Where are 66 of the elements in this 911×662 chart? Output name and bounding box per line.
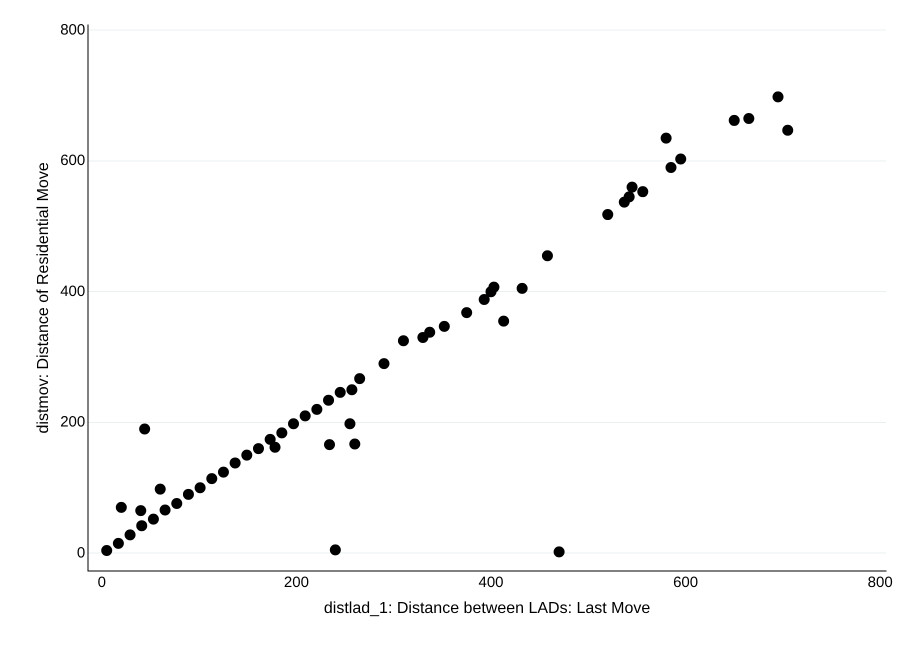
point (136, 520, 148, 532)
point (230, 457, 241, 468)
point (194, 482, 206, 494)
point (218, 466, 229, 478)
point (116, 502, 127, 513)
point (270, 442, 281, 453)
x-tick-label: 800 (868, 574, 893, 591)
point (182, 488, 194, 500)
x-tick-label: 400 (478, 574, 504, 591)
point (542, 250, 553, 262)
point (461, 307, 472, 318)
x-tick-label: 600 (673, 574, 698, 591)
point (148, 514, 159, 525)
y-tick-label: 0 (76, 544, 86, 562)
x-axis-title: distlad_1: Distance between LADs: Last Move (324, 600, 650, 617)
point (354, 373, 366, 384)
point (438, 320, 450, 332)
point (782, 124, 794, 136)
point (498, 316, 510, 327)
point (660, 132, 672, 144)
point (154, 484, 166, 495)
point (728, 114, 740, 126)
point (602, 209, 614, 220)
point (554, 546, 565, 558)
y-axis-title: distmov: Distance of Residential Move (35, 162, 52, 434)
point (160, 504, 171, 516)
point (743, 112, 754, 124)
point (124, 529, 136, 540)
point (478, 294, 490, 306)
point (772, 91, 784, 102)
point (288, 418, 300, 430)
point (252, 443, 264, 454)
point (276, 427, 288, 438)
point (344, 418, 356, 430)
y-tick-label: 200 (60, 414, 86, 431)
point (665, 162, 676, 173)
point (323, 394, 334, 406)
point (626, 182, 638, 193)
x-tick-label: 200 (284, 574, 309, 591)
y-tick-label: 600 (60, 152, 86, 170)
point (675, 154, 686, 164)
point (300, 410, 311, 422)
point (206, 473, 218, 484)
point (324, 439, 336, 450)
point (241, 450, 252, 461)
point (378, 358, 390, 370)
point (101, 545, 112, 556)
point (311, 404, 322, 415)
point (624, 191, 635, 202)
y-tick-label: 800 (60, 21, 86, 38)
point (139, 423, 150, 434)
point (488, 282, 500, 293)
point (516, 282, 528, 294)
point (398, 335, 409, 346)
y-tick-label: 400 (60, 282, 86, 300)
point (135, 505, 146, 516)
point (346, 384, 358, 396)
x-tick-label: 0 (98, 574, 106, 591)
point (349, 438, 360, 450)
point (637, 186, 648, 198)
point (424, 326, 436, 338)
point (112, 538, 124, 549)
point (330, 544, 341, 556)
point (334, 386, 346, 398)
point (171, 498, 182, 509)
point (264, 434, 276, 445)
